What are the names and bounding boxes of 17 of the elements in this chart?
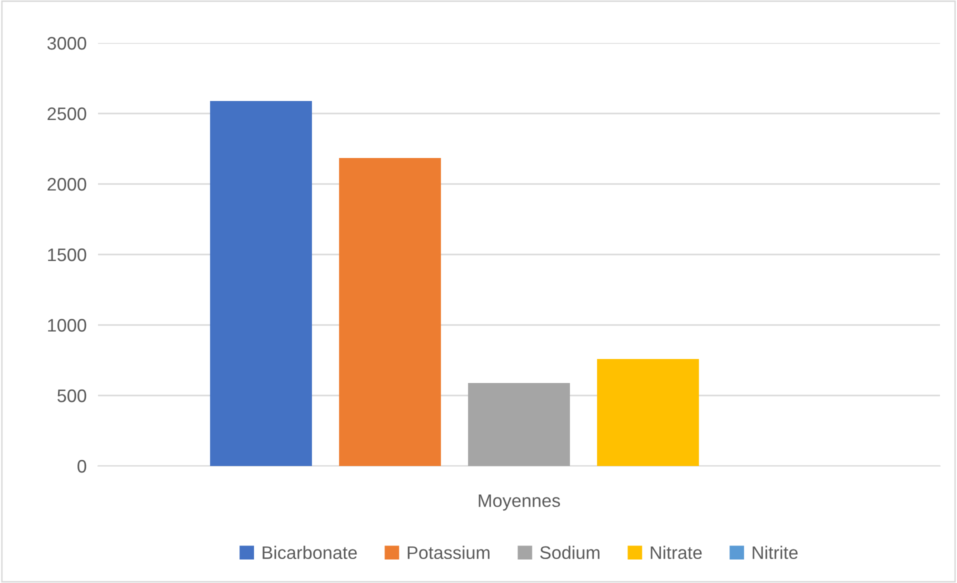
bar <box>468 382 570 466</box>
legend-label: Sodium <box>540 546 600 560</box>
y-tick-label: 1500 <box>48 248 86 262</box>
bar <box>597 358 699 466</box>
x-tick-label: Moyennes <box>478 494 560 511</box>
legend-label: Nitrite <box>752 546 798 560</box>
legend-label: Nitrate <box>650 546 702 560</box>
bar <box>210 100 312 466</box>
y-tick-label: 2000 <box>48 178 86 191</box>
legend-label: Potassium <box>408 546 490 560</box>
y-tick-label: 0 <box>78 460 86 473</box>
y-tick-label: 3000 <box>47 36 86 50</box>
y-tick-label: 2500 <box>48 107 86 120</box>
y-tick-label: 500 <box>57 389 86 402</box>
bar <box>339 158 441 466</box>
y-tick-label: 1000 <box>48 318 86 332</box>
legend-label: Bicarbonate <box>262 546 357 560</box>
